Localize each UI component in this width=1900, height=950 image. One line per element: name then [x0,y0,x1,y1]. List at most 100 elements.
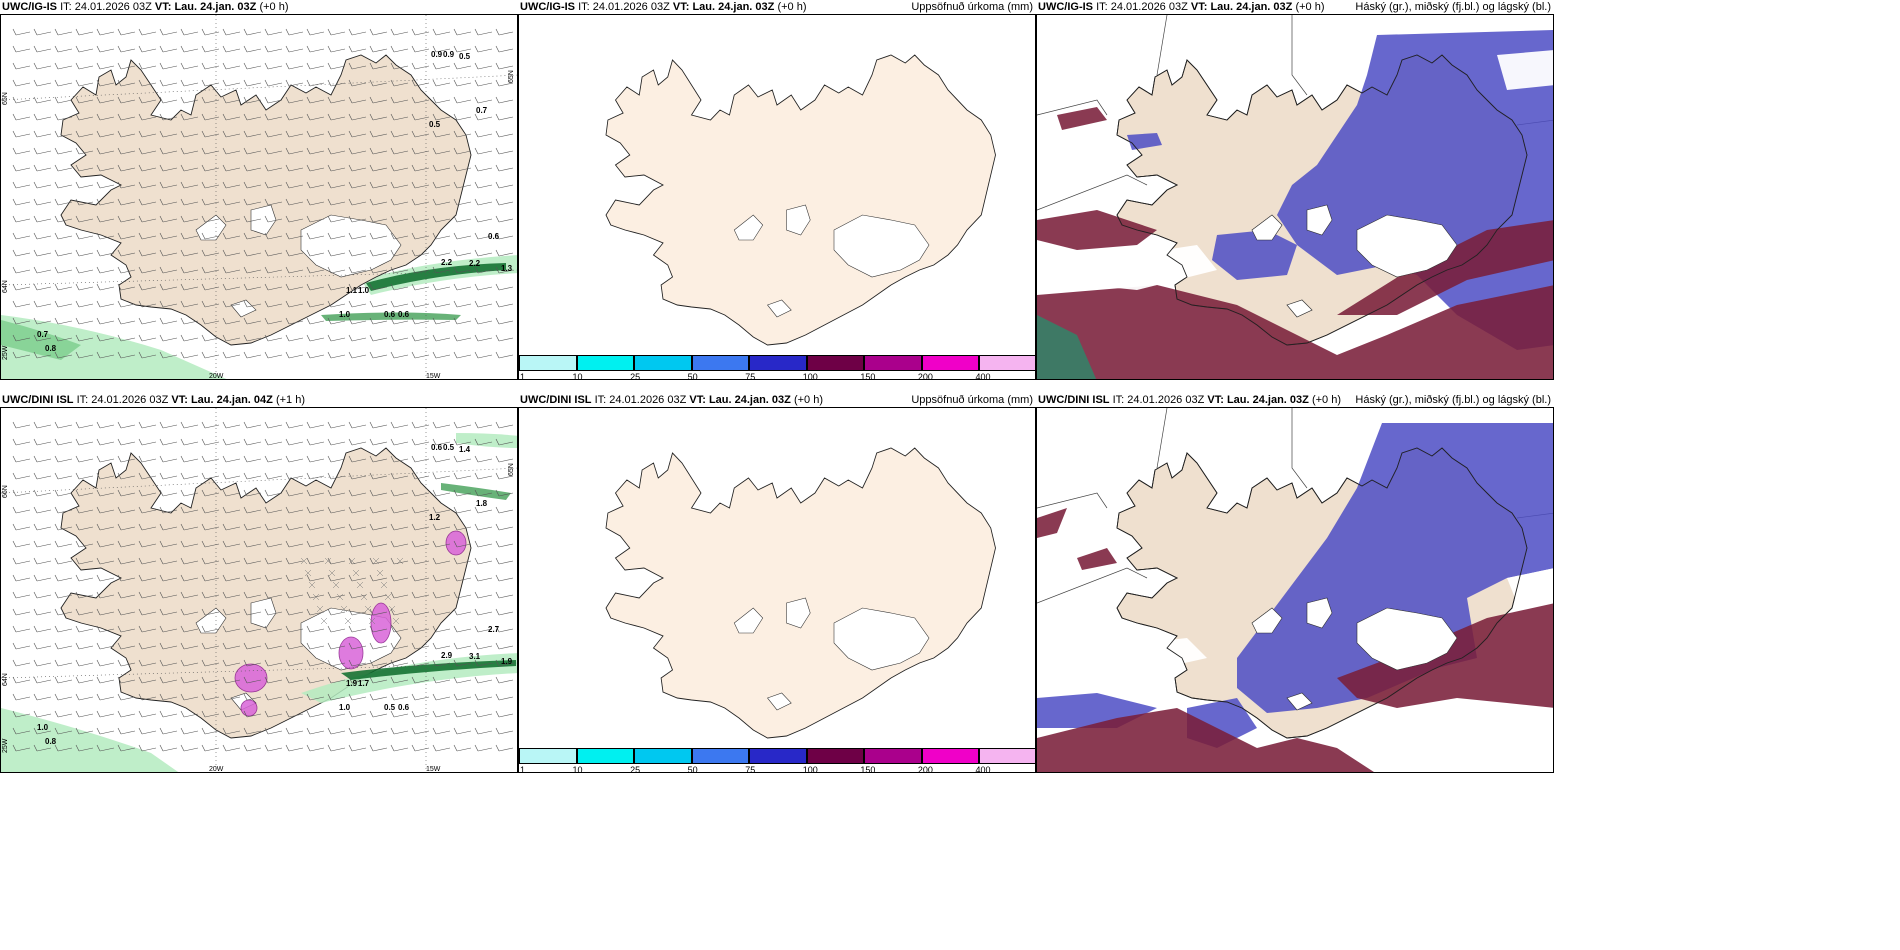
wind-barb [99,628,115,633]
wind-barb-flag [96,249,101,257]
wind-barb [309,594,325,599]
wind-barb-flag [33,113,38,121]
wind-barb-flag [369,727,374,735]
wind-barb [120,424,136,429]
wind-barb [372,252,388,257]
wind-barb-flag [96,421,101,429]
wind-barb [498,116,514,121]
wind-barb [309,320,325,325]
wind-barb [330,167,346,172]
wind-barb [99,337,115,342]
wind-barb [204,713,220,718]
wind-barb-flag [411,744,416,752]
wind-barb [456,133,472,138]
wind-barb [225,441,241,446]
wind-barb [246,99,262,104]
iceland-landmass [60,447,472,739]
wind-barb-flag [201,198,206,206]
wind-barb-flag [33,591,38,599]
cloud-map-panel-dini: UWC/DINI ISL IT: 24.01.2026 03Z VT: Lau.… [1036,394,1554,773]
wind-barb-flag [138,489,143,497]
map-frame[interactable] [1036,407,1554,773]
wind-barb-flag [264,591,269,599]
wind-barb [141,82,157,87]
wind-barb [309,286,325,291]
wind-barb [141,252,157,257]
wind-barb-flag [243,608,248,616]
wind-barb-flag [264,642,269,650]
precip-map [605,54,996,346]
wind-barb-flag [201,45,206,53]
wind-barb-flag [96,215,101,223]
wind-barbs [12,28,514,359]
wind-barb-flag [453,249,458,257]
wind-barb [15,235,31,240]
wind-barb-flag [495,642,500,650]
wind-barb [204,320,220,325]
wind-barb [15,577,31,582]
wind-barb [225,303,241,308]
wind-barb-flag [306,506,311,514]
wind-barb-flag [474,351,479,359]
wind-barb [246,31,262,36]
wind-barb [309,269,325,274]
map-frame[interactable] [1036,14,1554,380]
map-frame[interactable]: 1 10 25 50 75 100 150 200 400 [518,14,1036,380]
wind-barb [36,218,52,223]
wind-barb-flag [327,574,332,582]
wind-barb-flag [348,693,353,701]
low-cloud-area [1037,708,1374,772]
colorbar-swatch [749,748,807,764]
wind-barb-flag [432,113,437,121]
wind-barb [57,577,73,582]
wind-barb [288,475,304,480]
wind-barb [141,116,157,121]
wind-barb [162,252,178,257]
wind-barb-flag [243,421,248,429]
wind-barb-flag [159,45,164,53]
wind-barb-flag [159,147,164,155]
colorbar-label: 10 [572,765,583,773]
wind-barb [393,99,409,104]
wind-barb [414,628,430,633]
glacier-outline [833,214,930,278]
wind-barb [330,269,346,274]
hatch-mark [320,617,328,625]
wind-barb [99,696,115,701]
wind-barb-flag [201,96,206,104]
wind-barb [225,730,241,735]
wind-barb [435,167,451,172]
wind-barb [267,252,283,257]
wind-barb [414,713,430,718]
wind-barb-flag [117,232,122,240]
wind-barb [204,594,220,599]
wind-barb [99,82,115,87]
wind-barb-flag [348,164,353,172]
wind-barb [99,424,115,429]
wind-barb-flag [474,421,479,429]
wind-barb-flag [327,45,332,53]
wind-barb [162,628,178,633]
wind-barb-flag [369,62,374,70]
wind-barb-flag [159,625,164,633]
map-frame[interactable]: 0.6 0.5 1.4 1.8 1.2 2.7 2.9 3.1 1.9 1.9 1.7 1.0 0.5 0… [0,407,518,773]
wind-barb-flag [138,642,143,650]
wind-barb [15,628,31,633]
wind-barb [435,65,451,70]
wind-barb-flag [495,472,500,480]
map-frame[interactable]: 0.9 0.9 0.5 0.7 0.5 0.6 2.2 2.2 1.3 1.1 1.0 1.0 0.6 0… [0,14,518,380]
wind-barb [498,679,514,684]
wind-barb-flag [453,455,458,463]
wind-barb [309,458,325,463]
wind-barb [120,354,136,359]
wind-barb [477,577,493,582]
wind-barb-flag [411,472,416,480]
wind-value-label: 0.9 [431,50,443,59]
wind-barb-flag [348,113,353,121]
map-frame[interactable]: 1 10 25 50 75 100 150 200 400 [518,407,1036,773]
wind-barb-flag [75,676,80,684]
wind-barb [351,441,367,446]
wind-barb-flag [243,659,248,667]
wind-barb [435,577,451,582]
wind-barb [15,679,31,684]
